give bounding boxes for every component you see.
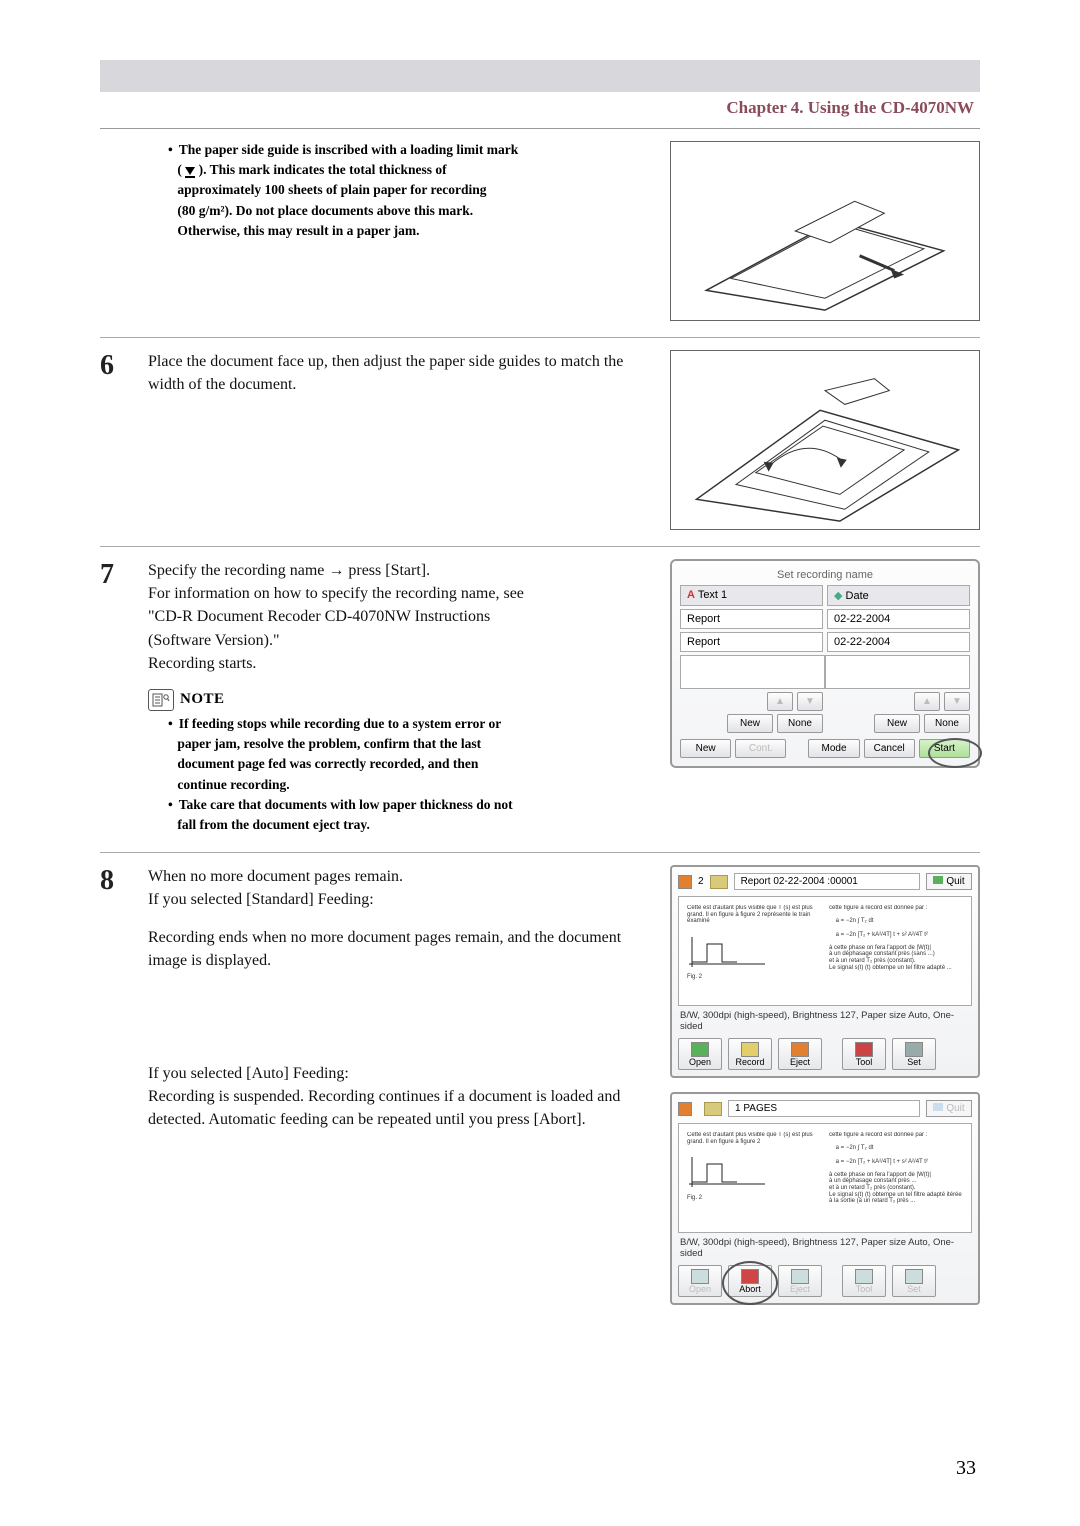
cell-report-1[interactable]: Report <box>680 609 823 629</box>
path-field: 1 PAGES <box>728 1100 920 1117</box>
col-head-date: ◆ Date <box>827 585 970 606</box>
document-preview: Cette est d'autant plus visible que T (s… <box>678 1123 972 1233</box>
disc-count: 2 <box>698 876 704 887</box>
cell-date-2[interactable]: 02-22-2004 <box>827 632 970 652</box>
dialog-title: Set recording name <box>680 569 970 581</box>
abort-highlight-circle <box>722 1261 778 1305</box>
preview-panel-standard: 2 Report 02-22-2004 :00001 Quit Cette es… <box>670 865 980 1078</box>
folder-icon <box>704 1102 722 1116</box>
page-number: 33 <box>956 1457 976 1480</box>
document-preview: Cette est d'autant plus visible que T (s… <box>678 896 972 1006</box>
quit-button[interactable]: Quit <box>926 873 972 890</box>
step6-text: Place the document face up, then adjust … <box>148 350 650 396</box>
loading-limit-note: •The paper side guide is inscribed with … <box>168 141 650 240</box>
step-number-7: 7 <box>100 559 114 591</box>
step-number-6: 6 <box>100 350 114 382</box>
disc-icon <box>678 1102 692 1116</box>
none-button-r[interactable]: None <box>924 714 970 733</box>
note-label: NOTE <box>180 691 225 708</box>
new-button-r[interactable]: New <box>874 714 920 733</box>
note-icon <box>148 689 174 711</box>
down-button[interactable]: ▼ <box>797 692 823 711</box>
scan-status: B/W, 300dpi (high-speed), Brightness 127… <box>680 1010 972 1032</box>
folder-icon <box>710 875 728 889</box>
up-button-2[interactable]: ▲ <box>914 692 940 711</box>
eject-button[interactable]: Eject <box>778 1265 822 1297</box>
set-button[interactable]: Set <box>892 1038 936 1070</box>
paper-guide-illustration <box>670 141 980 321</box>
up-button[interactable]: ▲ <box>767 692 793 711</box>
chapter-title: Chapter 4. Using the CD-4070NW <box>100 96 980 129</box>
down-button-2[interactable]: ▼ <box>944 692 970 711</box>
start-highlight-circle <box>928 738 982 768</box>
disc-icon <box>678 875 692 889</box>
adjust-guides-illustration <box>670 350 980 530</box>
step7-text: Specify the recording name → press [Star… <box>148 559 650 675</box>
record-button[interactable]: Record <box>728 1038 772 1070</box>
eject-button[interactable]: Eject <box>778 1038 822 1070</box>
preview-panel-auto: 1 PAGES Quit Cette est d'autant plus vis… <box>670 1092 980 1305</box>
step8-text: When no more document pages remain. If y… <box>148 865 650 1131</box>
cont-button[interactable]: Cont. <box>735 739 786 758</box>
new-bottom-button[interactable]: New <box>680 739 731 758</box>
cell-date-1[interactable]: 02-22-2004 <box>827 609 970 629</box>
tool-button[interactable]: Tool <box>842 1265 886 1297</box>
cell-report-2[interactable]: Report <box>680 632 823 652</box>
quit-button[interactable]: Quit <box>926 1100 972 1117</box>
cancel-button[interactable]: Cancel <box>864 739 915 758</box>
tool-button[interactable]: Tool <box>842 1038 886 1070</box>
scan-status: B/W, 300dpi (high-speed), Brightness 127… <box>680 1237 972 1259</box>
step7-note-bullets: •If feeding stops while recording due to… <box>168 715 650 834</box>
col-head-text: A Text 1 <box>680 585 823 606</box>
header-band <box>100 60 980 92</box>
path-field: Report 02-22-2004 :00001 <box>734 873 920 890</box>
new-button-l[interactable]: New <box>727 714 773 733</box>
set-button[interactable]: Set <box>892 1265 936 1297</box>
open-button[interactable]: Open <box>678 1038 722 1070</box>
none-button-l[interactable]: None <box>777 714 823 733</box>
limit-mark-icon <box>185 167 195 175</box>
step-number-8: 8 <box>100 865 114 897</box>
open-button[interactable]: Open <box>678 1265 722 1297</box>
mode-button[interactable]: Mode <box>808 739 859 758</box>
recording-name-dialog: Set recording name A Text 1 ◆ Date Repor… <box>670 559 980 768</box>
